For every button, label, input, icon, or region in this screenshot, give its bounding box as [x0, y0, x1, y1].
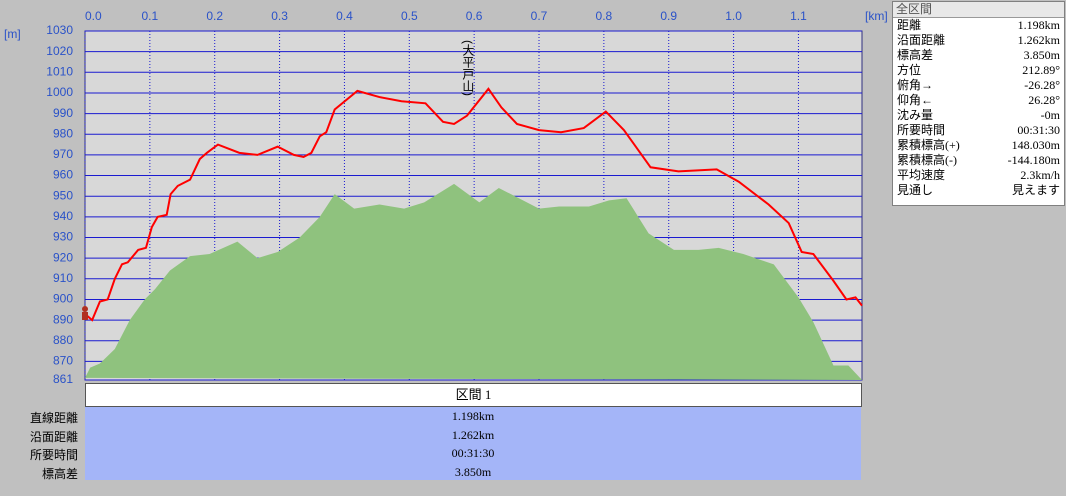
info-value: -0m [1040, 108, 1060, 122]
terrain-area [85, 183, 862, 380]
x-tick-label: 0.4 [336, 9, 353, 23]
y-tick-label: 890 [53, 312, 73, 326]
info-key: 方位 [897, 63, 922, 77]
info-value: 見えます [1011, 183, 1060, 197]
y-tick-label: 1030 [46, 23, 73, 37]
y-tick-label: 1000 [46, 85, 73, 99]
hiker-icon [82, 306, 88, 320]
plot [84, 30, 863, 381]
info-row: 所要時間 00:31:30 [893, 123, 1064, 138]
section-value: 3.850m [454, 464, 492, 479]
y-unit: [m] [4, 27, 21, 41]
y-tick-label: 870 [53, 354, 73, 368]
y-tick-label: 1010 [46, 64, 73, 78]
section-value: 1.262km [451, 427, 495, 442]
info-value: 26.28° [1028, 93, 1060, 107]
info-row: 累積標高(-) -144.180m [893, 153, 1064, 168]
x-tick-label: 0.1 [142, 9, 159, 23]
y-tick-label: 910 [53, 271, 73, 285]
info-value: 1.262km [1017, 33, 1060, 47]
info-row: 見通し 見えます [893, 183, 1064, 198]
x-tick-label: 1.1 [790, 9, 807, 23]
y-tick-label: 861 [53, 372, 73, 386]
section-label: 標高差 [41, 466, 78, 481]
info-value: 1.198km [1017, 18, 1060, 32]
info-panel: 全区間 距離 1.198km 沿面距離 1.262km 標高差 3.850m 方位 212.8… [892, 1, 1065, 206]
info-row: 平均速度 2.3km/h [893, 168, 1064, 183]
y-tick-label: 980 [53, 126, 73, 140]
section-value: 1.198km [451, 409, 495, 423]
info-row: 俯角→ -26.28° [893, 78, 1064, 93]
y-tick-label: 970 [53, 147, 73, 161]
info-row: 標高差 3.850m [893, 48, 1064, 63]
info-value: -26.28° [1024, 78, 1060, 92]
x-tick-label: 0.0 [85, 9, 102, 23]
panel-title: 全区間 [893, 2, 1064, 18]
section-body [85, 407, 861, 480]
info-key: 所要時間 [897, 123, 946, 137]
x-tick-label: 0.3 [271, 9, 288, 23]
y-tick-label: 940 [53, 209, 73, 223]
x-unit: [km] [865, 9, 888, 23]
y-tick-label: 880 [53, 333, 73, 347]
info-key: 俯角→ [897, 78, 934, 92]
x-tick-label: 0.9 [660, 9, 677, 23]
y-tick-label: 950 [53, 188, 73, 202]
info-row: 沿面距離 1.262km [893, 33, 1064, 48]
y-tick-label: 930 [53, 230, 73, 244]
y-tick-label: 960 [53, 168, 73, 182]
x-tick-label: 0.2 [206, 9, 223, 23]
x-tick-label: 0.5 [401, 9, 418, 23]
info-value: 2.3km/h [1020, 168, 1060, 182]
y-tick-label: 990 [53, 106, 73, 120]
x-tick-label: 0.7 [531, 9, 548, 23]
section-header: 区間 1 [85, 383, 862, 407]
section-label: 直線距離 [29, 411, 78, 425]
info-key: 仰角← [897, 93, 934, 107]
profile-line [84, 87, 863, 322]
x-tick-label: 1.0 [725, 9, 742, 23]
x-tick-label: 0.8 [596, 9, 613, 23]
section-value: 00:31:30 [451, 446, 495, 460]
info-key: 標高差 [897, 48, 934, 62]
info-key: 累積標高(+) [897, 138, 960, 152]
info-row: 累積標高(+) 148.030m [893, 138, 1064, 153]
info-row: 沈み量 -0m [893, 108, 1064, 123]
info-row: 仰角← 26.28° [893, 93, 1064, 108]
info-row: 距離 1.198km [893, 18, 1064, 33]
info-row: 方位 212.89° [893, 63, 1064, 78]
info-value: 212.89° [1022, 63, 1060, 77]
info-key: 累積標高(-) [897, 153, 957, 167]
x-tick-label: 0.6 [466, 9, 483, 23]
section-label: 所要時間 [29, 448, 78, 462]
y-tick-label: 1020 [46, 44, 73, 58]
y-tick-label: 920 [53, 250, 73, 264]
info-value: -144.180m [1007, 153, 1060, 167]
info-key: 沈み量 [897, 108, 934, 122]
info-value: 3.850m [1023, 48, 1060, 62]
info-value: 00:31:30 [1017, 123, 1060, 137]
section-label: 沿面距離 [29, 429, 78, 444]
info-value: 148.030m [1011, 138, 1060, 152]
info-key: 見通し [897, 183, 934, 197]
info-key: 距離 [897, 18, 922, 32]
info-key: 沿面距離 [897, 33, 946, 47]
info-key: 平均速度 [897, 168, 946, 182]
y-tick-label: 900 [53, 292, 73, 306]
annotation: (大平戸山) [461, 40, 475, 96]
